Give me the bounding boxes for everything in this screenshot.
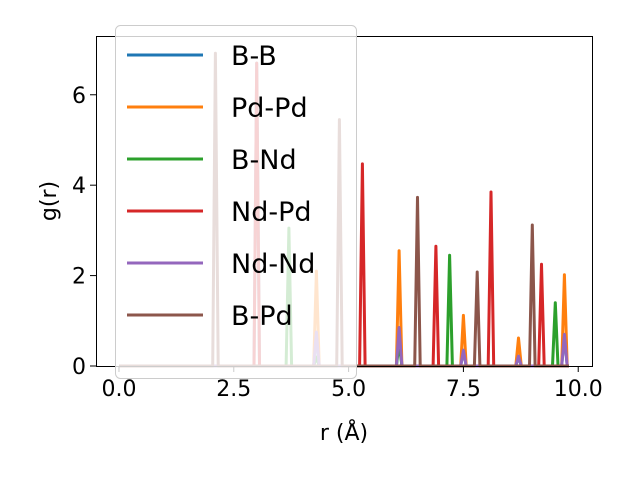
x-tick-label: 7.5 bbox=[446, 377, 481, 402]
y-axis-ticks: 0 2 4 6 bbox=[72, 84, 96, 380]
legend: B-B Pd-Pd B-Nd Nd-Pd Nd-Nd B-Pd bbox=[115, 25, 357, 379]
x-axis-ticks: 0.0 2.5 5.0 7.5 10.0 bbox=[101, 366, 603, 402]
x-tick-label: 2.5 bbox=[216, 377, 251, 402]
y-tick-label: 0 bbox=[72, 355, 86, 380]
x-tick-label: 5.0 bbox=[331, 377, 366, 402]
legend-items: B-B Pd-Pd B-Nd Nd-Pd Nd-Nd B-Pd bbox=[127, 41, 315, 332]
y-tick-label: 2 bbox=[72, 265, 86, 290]
y-tick-label: 6 bbox=[72, 84, 86, 109]
y-tick-label: 4 bbox=[72, 174, 86, 199]
x-axis-label: r (Å) bbox=[320, 419, 368, 446]
legend-box bbox=[115, 25, 357, 379]
legend-label-b-pd: B-Pd bbox=[231, 301, 293, 332]
x-tick-label: 10.0 bbox=[554, 377, 603, 402]
legend-label-nd-pd: Nd-Pd bbox=[231, 197, 312, 228]
legend-label-b-nd: B-Nd bbox=[231, 145, 297, 176]
x-tick-label: 0.0 bbox=[101, 377, 136, 402]
legend-label-nd-nd: Nd-Nd bbox=[231, 249, 315, 280]
legend-label-b-b: B-B bbox=[231, 41, 277, 72]
legend-label-pd-pd: Pd-Pd bbox=[231, 93, 308, 124]
y-axis-label: g(r) bbox=[37, 181, 62, 221]
